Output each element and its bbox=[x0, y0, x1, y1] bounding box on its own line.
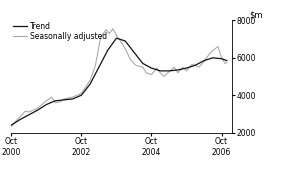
Trend bbox=[132, 51, 136, 53]
Seasonally adjusted bbox=[167, 71, 171, 73]
Seasonally adjusted bbox=[62, 98, 66, 100]
Seasonally adjusted bbox=[181, 66, 185, 68]
Seasonally adjusted bbox=[10, 125, 13, 127]
Seasonally adjusted bbox=[59, 101, 62, 103]
Trend bbox=[89, 83, 92, 85]
Seasonally adjusted bbox=[150, 74, 153, 76]
Seasonally adjusted bbox=[36, 107, 39, 109]
Trend bbox=[123, 40, 127, 42]
Seasonally adjusted bbox=[208, 53, 211, 55]
Seasonally adjusted bbox=[108, 32, 111, 35]
Trend bbox=[194, 64, 197, 66]
Trend bbox=[97, 66, 101, 68]
Seasonally adjusted bbox=[99, 36, 102, 38]
Seasonally adjusted bbox=[50, 96, 53, 98]
Seasonally adjusted bbox=[185, 70, 188, 72]
Trend bbox=[115, 37, 118, 39]
Trend bbox=[158, 70, 162, 72]
Seasonally adjusted bbox=[115, 34, 118, 36]
Seasonally adjusted bbox=[45, 100, 48, 102]
Trend bbox=[176, 69, 179, 71]
Text: $m: $m bbox=[250, 10, 263, 19]
Seasonally adjusted bbox=[223, 62, 227, 64]
Seasonally adjusted bbox=[134, 64, 138, 66]
Seasonally adjusted bbox=[225, 61, 228, 63]
Seasonally adjusted bbox=[145, 72, 148, 74]
Line: Seasonally adjusted: Seasonally adjusted bbox=[11, 29, 227, 126]
Trend bbox=[71, 98, 74, 100]
Seasonally adjusted bbox=[111, 28, 115, 30]
Seasonally adjusted bbox=[197, 66, 200, 68]
Trend bbox=[62, 99, 66, 101]
Seasonally adjusted bbox=[176, 72, 179, 74]
Seasonally adjusted bbox=[155, 67, 158, 69]
Seasonally adjusted bbox=[129, 59, 132, 61]
Seasonally adjusted bbox=[24, 110, 27, 112]
Seasonally adjusted bbox=[94, 64, 97, 66]
Seasonally adjusted bbox=[18, 116, 22, 118]
Trend bbox=[150, 67, 153, 69]
Seasonally adjusted bbox=[89, 79, 92, 81]
Trend bbox=[53, 100, 57, 102]
Trend bbox=[225, 60, 228, 62]
Seasonally adjusted bbox=[27, 111, 31, 113]
Trend bbox=[106, 49, 109, 51]
Seasonally adjusted bbox=[53, 102, 57, 104]
Trend bbox=[220, 58, 223, 60]
Seasonally adjusted bbox=[123, 47, 127, 49]
Trend bbox=[36, 109, 39, 111]
Trend bbox=[45, 104, 48, 106]
Trend bbox=[167, 70, 171, 72]
Seasonally adjusted bbox=[158, 72, 162, 74]
Line: Trend: Trend bbox=[11, 38, 227, 125]
Trend bbox=[18, 118, 22, 121]
Seasonally adjusted bbox=[120, 42, 123, 44]
Legend: Trend, Seasonally adjusted: Trend, Seasonally adjusted bbox=[13, 22, 107, 41]
Trend bbox=[185, 67, 188, 69]
Seasonally adjusted bbox=[216, 46, 220, 48]
Seasonally adjusted bbox=[80, 92, 83, 94]
Seasonally adjusted bbox=[194, 64, 197, 66]
Seasonally adjusted bbox=[173, 66, 176, 68]
Seasonally adjusted bbox=[202, 61, 206, 63]
Trend bbox=[10, 124, 13, 126]
Seasonally adjusted bbox=[211, 49, 215, 51]
Seasonally adjusted bbox=[71, 96, 74, 98]
Seasonally adjusted bbox=[220, 57, 223, 59]
Seasonally adjusted bbox=[190, 63, 194, 65]
Trend bbox=[27, 114, 31, 116]
Trend bbox=[211, 57, 215, 59]
Seasonally adjusted bbox=[104, 29, 108, 31]
Seasonally adjusted bbox=[162, 75, 166, 78]
Trend bbox=[202, 60, 206, 62]
Trend bbox=[80, 94, 83, 96]
Seasonally adjusted bbox=[141, 66, 144, 68]
Trend bbox=[141, 62, 144, 64]
